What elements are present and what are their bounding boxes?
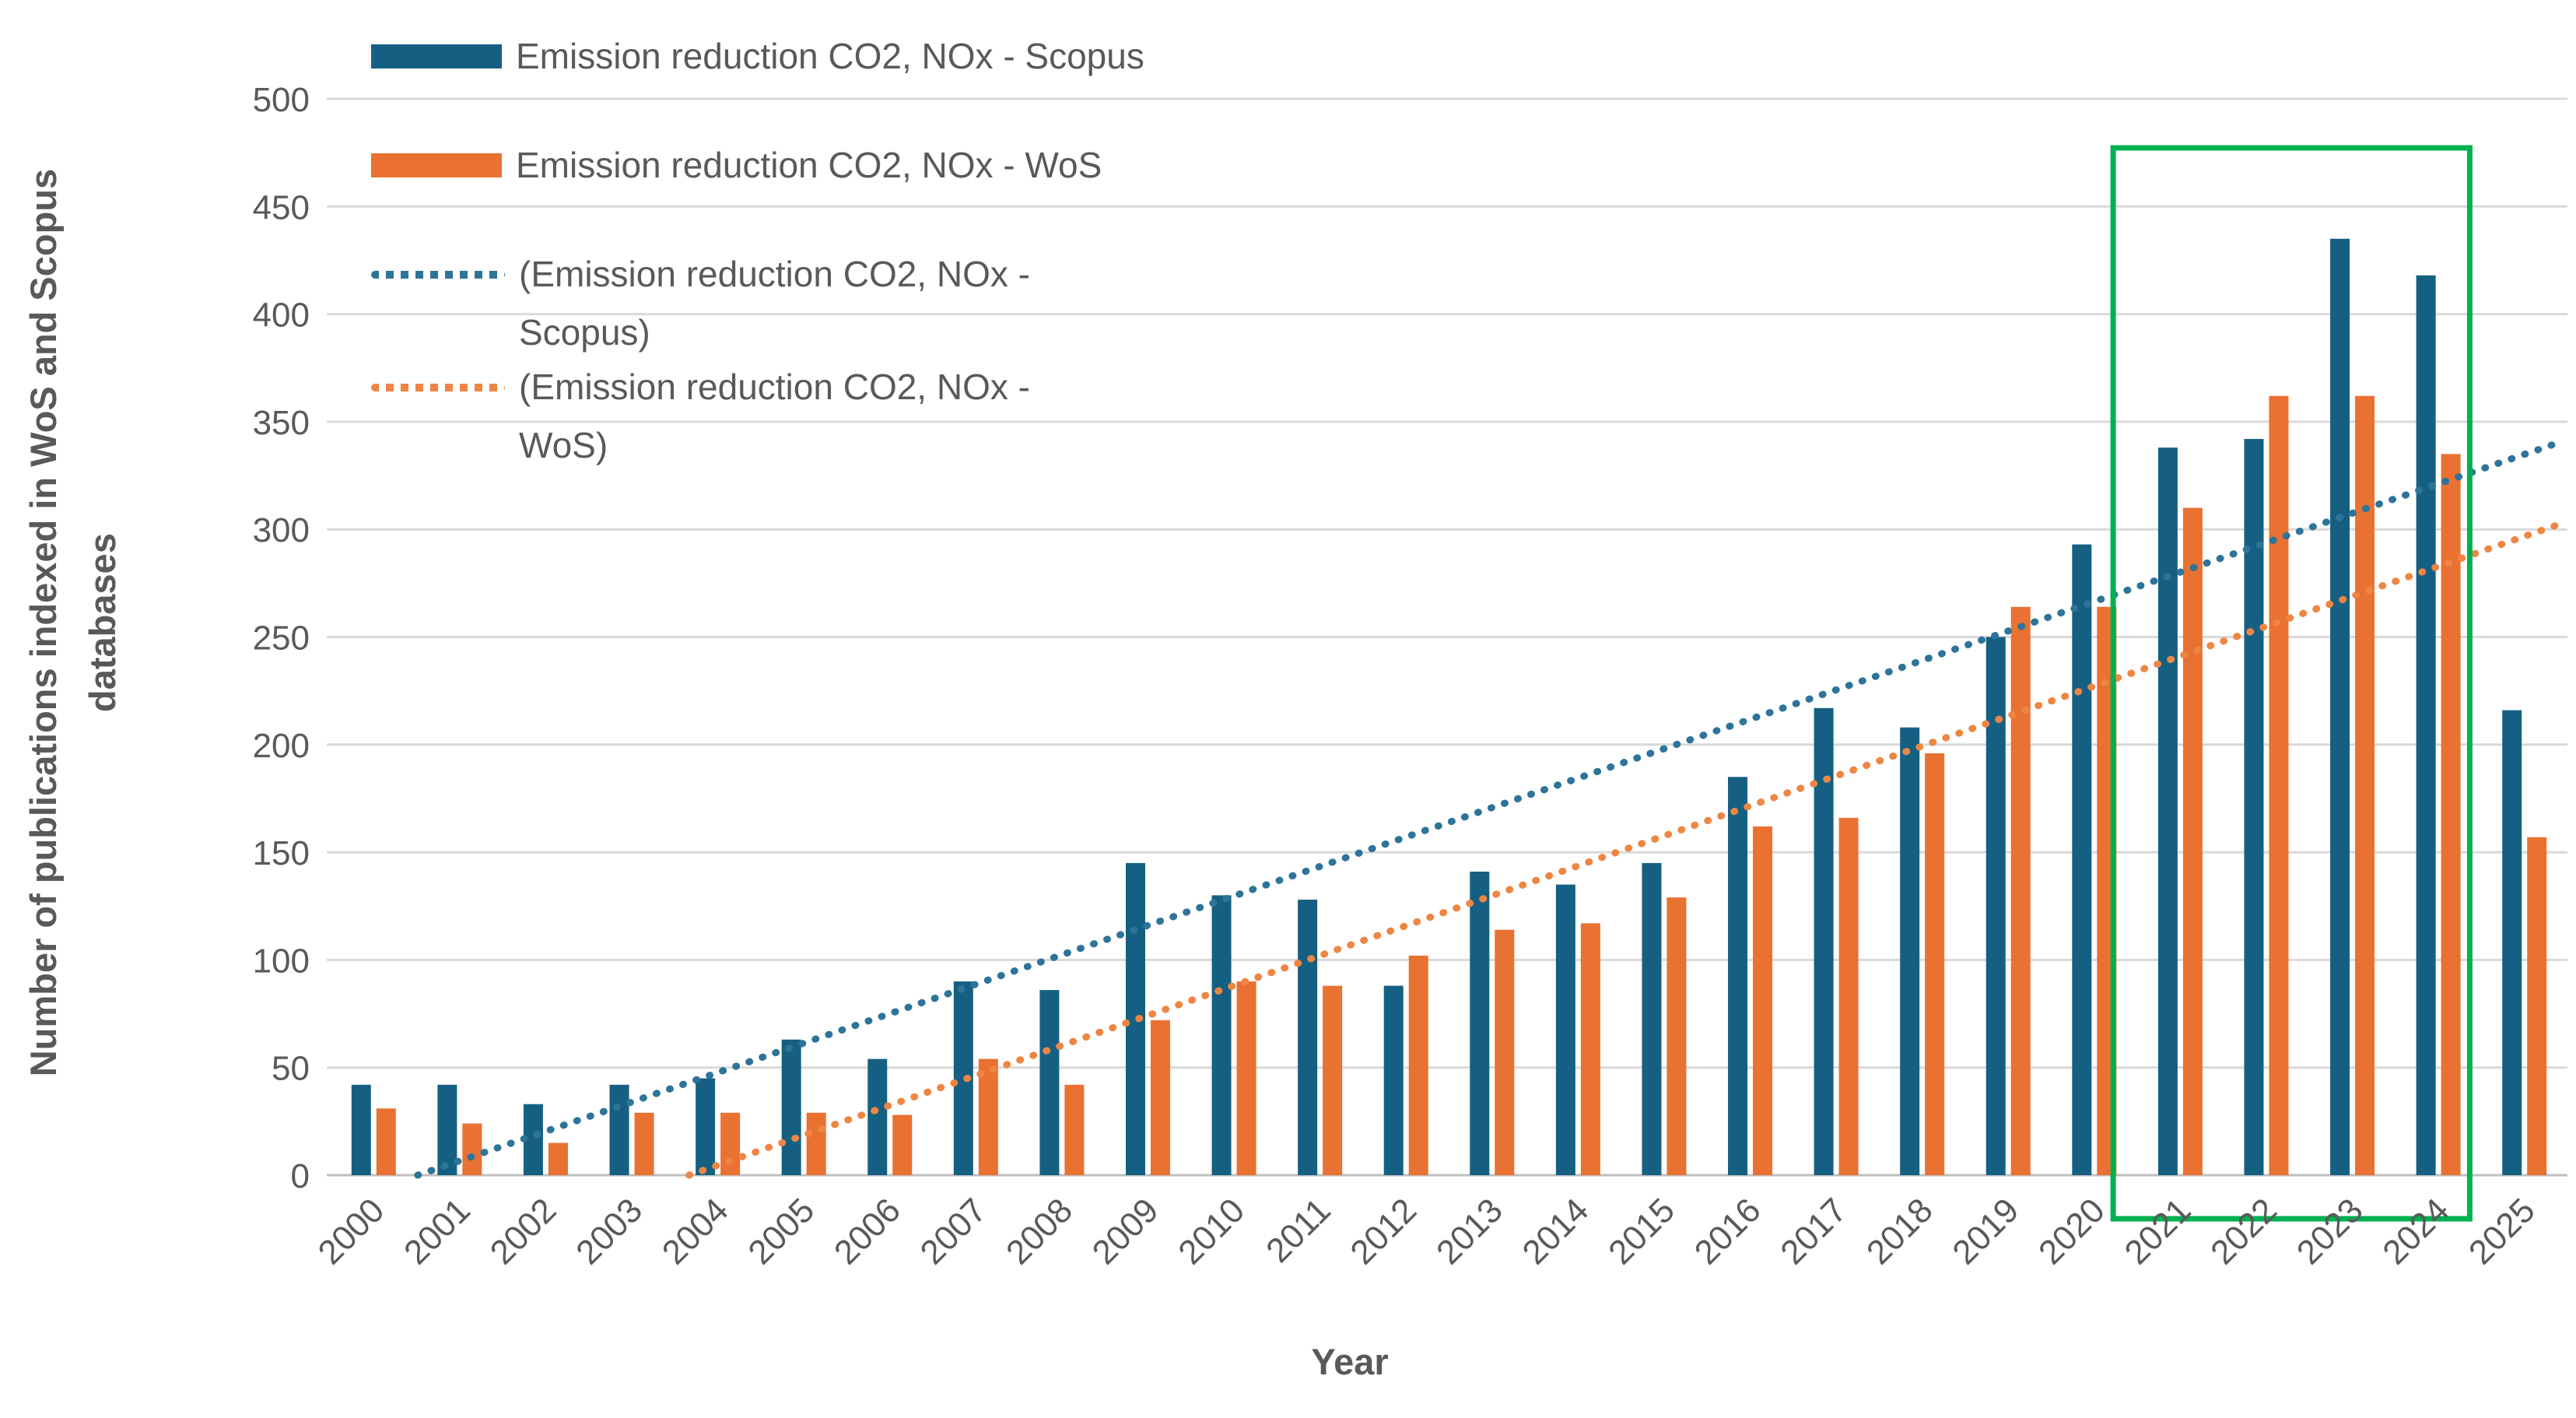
x-tick-label-2013: 2013 bbox=[1429, 1191, 1510, 1272]
x-tick-label-2015: 2015 bbox=[1601, 1191, 1682, 1272]
y-tick-label-150: 150 bbox=[253, 834, 310, 872]
x-tick-label-2017: 2017 bbox=[1773, 1191, 1854, 1272]
bar-wos-2010 bbox=[1236, 981, 1256, 1175]
bar-wos-2014 bbox=[1580, 923, 1600, 1175]
bar-wos-2000 bbox=[376, 1108, 396, 1175]
x-tick-label-2004: 2004 bbox=[655, 1191, 736, 1272]
x-tick-label-2001: 2001 bbox=[397, 1191, 478, 1272]
bar-wos-2009 bbox=[1150, 1020, 1170, 1175]
bar-scopus-2001 bbox=[437, 1084, 457, 1175]
bar-wos-2013 bbox=[1495, 929, 1515, 1175]
bar-wos-2016 bbox=[1753, 826, 1773, 1175]
x-tick-label-2002: 2002 bbox=[483, 1191, 564, 1272]
x-tick-label-2021: 2021 bbox=[2118, 1191, 2199, 1272]
bar-wos-2012 bbox=[1408, 955, 1428, 1175]
y-tick-label-500: 500 bbox=[253, 81, 310, 119]
bar-wos-2021 bbox=[2182, 507, 2203, 1175]
x-tick-label-2005: 2005 bbox=[741, 1191, 822, 1272]
x-tick-label-2003: 2003 bbox=[569, 1191, 650, 1272]
bar-wos-2003 bbox=[634, 1112, 654, 1175]
bar-scopus-2000 bbox=[351, 1084, 371, 1175]
bar-scopus-2016 bbox=[1728, 777, 1748, 1175]
bar-wos-2005 bbox=[806, 1112, 826, 1175]
x-tick-label-2019: 2019 bbox=[1945, 1191, 2026, 1272]
bar-scopus-2020 bbox=[2072, 544, 2092, 1175]
x-tick-label-2018: 2018 bbox=[1859, 1191, 1940, 1272]
x-tick-label-2010: 2010 bbox=[1171, 1191, 1252, 1272]
x-tick-label-2020: 2020 bbox=[2031, 1191, 2112, 1272]
x-tick-label-2008: 2008 bbox=[999, 1191, 1080, 1272]
trendline-wos bbox=[685, 519, 2567, 1179]
bar-wos-2025 bbox=[2527, 837, 2547, 1175]
y-tick-label-200: 200 bbox=[253, 727, 310, 765]
bar-scopus-2005 bbox=[781, 1039, 801, 1175]
bar-scopus-2018 bbox=[1900, 727, 1920, 1175]
y-tick-label-450: 450 bbox=[253, 188, 310, 226]
y-tick-label-350: 350 bbox=[253, 404, 310, 442]
bar-scopus-2014 bbox=[1555, 884, 1575, 1175]
bar-scopus-2015 bbox=[1642, 862, 1662, 1175]
bar-scopus-2022 bbox=[2244, 439, 2264, 1175]
bar-wos-2019 bbox=[2010, 606, 2031, 1175]
x-tick-label-2025: 2025 bbox=[2462, 1191, 2543, 1272]
bar-wos-2007 bbox=[978, 1058, 998, 1175]
bar-wos-2004 bbox=[720, 1112, 741, 1175]
x-axis-title: Year bbox=[1311, 1341, 1389, 1382]
bar-scopus-2021 bbox=[2157, 448, 2178, 1175]
bar-scopus-2011 bbox=[1298, 899, 1318, 1175]
y-axis-title-line-2: databases bbox=[82, 533, 123, 712]
x-tick-label-2023: 2023 bbox=[2290, 1191, 2371, 1272]
trendline-scopus bbox=[414, 437, 2567, 1179]
bar-scopus-2006 bbox=[867, 1058, 888, 1175]
x-tick-label-2016: 2016 bbox=[1688, 1191, 1768, 1272]
bar-wos-2002 bbox=[548, 1142, 568, 1175]
bar-wos-2001 bbox=[462, 1123, 482, 1175]
bar-wos-2017 bbox=[1838, 817, 1859, 1175]
x-tick-label-2011: 2011 bbox=[1259, 1191, 1338, 1270]
x-tick-label-2012: 2012 bbox=[1343, 1191, 1424, 1272]
bar-wos-2015 bbox=[1667, 897, 1687, 1175]
bar-scopus-2012 bbox=[1383, 985, 1404, 1175]
x-tick-label-2022: 2022 bbox=[2203, 1191, 2284, 1272]
bar-scopus-2025 bbox=[2502, 710, 2522, 1175]
x-tick-label-2000: 2000 bbox=[310, 1191, 391, 1272]
bar-scopus-2003 bbox=[609, 1084, 629, 1175]
y-tick-label-300: 300 bbox=[253, 511, 310, 549]
bar-wos-2024 bbox=[2441, 454, 2461, 1175]
y-tick-label-50: 50 bbox=[272, 1050, 310, 1088]
y-axis-title-line-1: Number of publications indexed in WoS an… bbox=[23, 169, 64, 1076]
bar-wos-2006 bbox=[892, 1114, 913, 1175]
x-tick-label-2009: 2009 bbox=[1085, 1191, 1166, 1272]
bar-scopus-2008 bbox=[1039, 990, 1060, 1175]
highlight-box-2021-2024 bbox=[2110, 145, 2473, 1222]
bar-wos-2018 bbox=[1925, 753, 1945, 1175]
y-tick-label-400: 400 bbox=[253, 297, 310, 335]
bar-scopus-2013 bbox=[1470, 871, 1490, 1175]
bar-scopus-2010 bbox=[1211, 895, 1232, 1175]
bar-scopus-2019 bbox=[1985, 637, 2006, 1175]
y-tick-label-250: 250 bbox=[253, 619, 310, 658]
bar-wos-2023 bbox=[2355, 395, 2375, 1175]
bar-wos-2008 bbox=[1064, 1084, 1085, 1175]
x-tick-label-2024: 2024 bbox=[2375, 1191, 2456, 1272]
bar-scopus-2024 bbox=[2416, 275, 2436, 1175]
bar-scopus-2004 bbox=[696, 1078, 716, 1175]
bar-wos-2022 bbox=[2269, 395, 2289, 1175]
bar-scopus-2023 bbox=[2330, 238, 2350, 1175]
x-tick-label-2014: 2014 bbox=[1516, 1191, 1596, 1272]
y-tick-label-100: 100 bbox=[253, 942, 310, 980]
bar-scopus-2017 bbox=[1814, 707, 1834, 1175]
x-tick-label-2007: 2007 bbox=[913, 1191, 994, 1272]
bar-wos-2011 bbox=[1323, 985, 1343, 1175]
y-tick-label-0: 0 bbox=[291, 1157, 310, 1195]
x-tick-label-2006: 2006 bbox=[827, 1191, 908, 1272]
